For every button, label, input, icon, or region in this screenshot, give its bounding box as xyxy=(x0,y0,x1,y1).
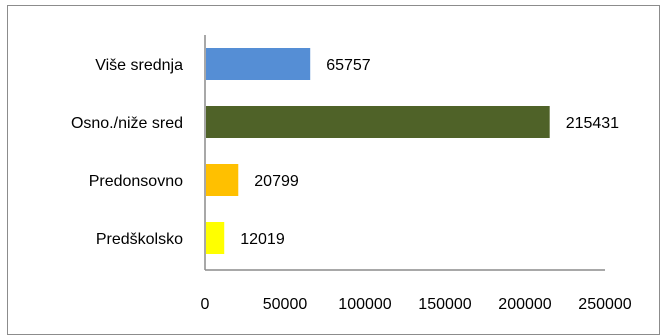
bar-1 xyxy=(206,48,311,80)
bar-2 xyxy=(206,106,550,138)
bar-chart: Više srednja 65757 Osno./niže sred 215431 Pr… xyxy=(71,35,632,313)
x-tick-label: 200000 xyxy=(498,296,551,313)
data-label: 65757 xyxy=(326,57,371,74)
category-label: Osno./niže sred xyxy=(71,115,183,132)
chart-frame xyxy=(7,5,660,335)
category-label: Više srednja xyxy=(95,57,183,74)
category-label: Predškolsko xyxy=(96,231,183,248)
data-label: 12019 xyxy=(240,231,285,248)
axes-group xyxy=(204,35,605,271)
x-tick-label: 50000 xyxy=(263,296,308,313)
x-tick-label: 250000 xyxy=(578,296,631,313)
bars-group xyxy=(206,48,550,254)
bar-3 xyxy=(206,164,239,196)
labels-group: Više srednja 65757 Osno./niže sred 215431 Pr… xyxy=(71,57,632,313)
x-tick-label: 100000 xyxy=(338,296,391,313)
category-label: Predonsovno xyxy=(89,173,183,190)
data-label: 215431 xyxy=(566,115,619,132)
x-tick-label: 0 xyxy=(201,296,210,313)
data-label: 20799 xyxy=(254,173,299,190)
x-tick-label: 150000 xyxy=(418,296,471,313)
bar-4 xyxy=(206,222,225,254)
